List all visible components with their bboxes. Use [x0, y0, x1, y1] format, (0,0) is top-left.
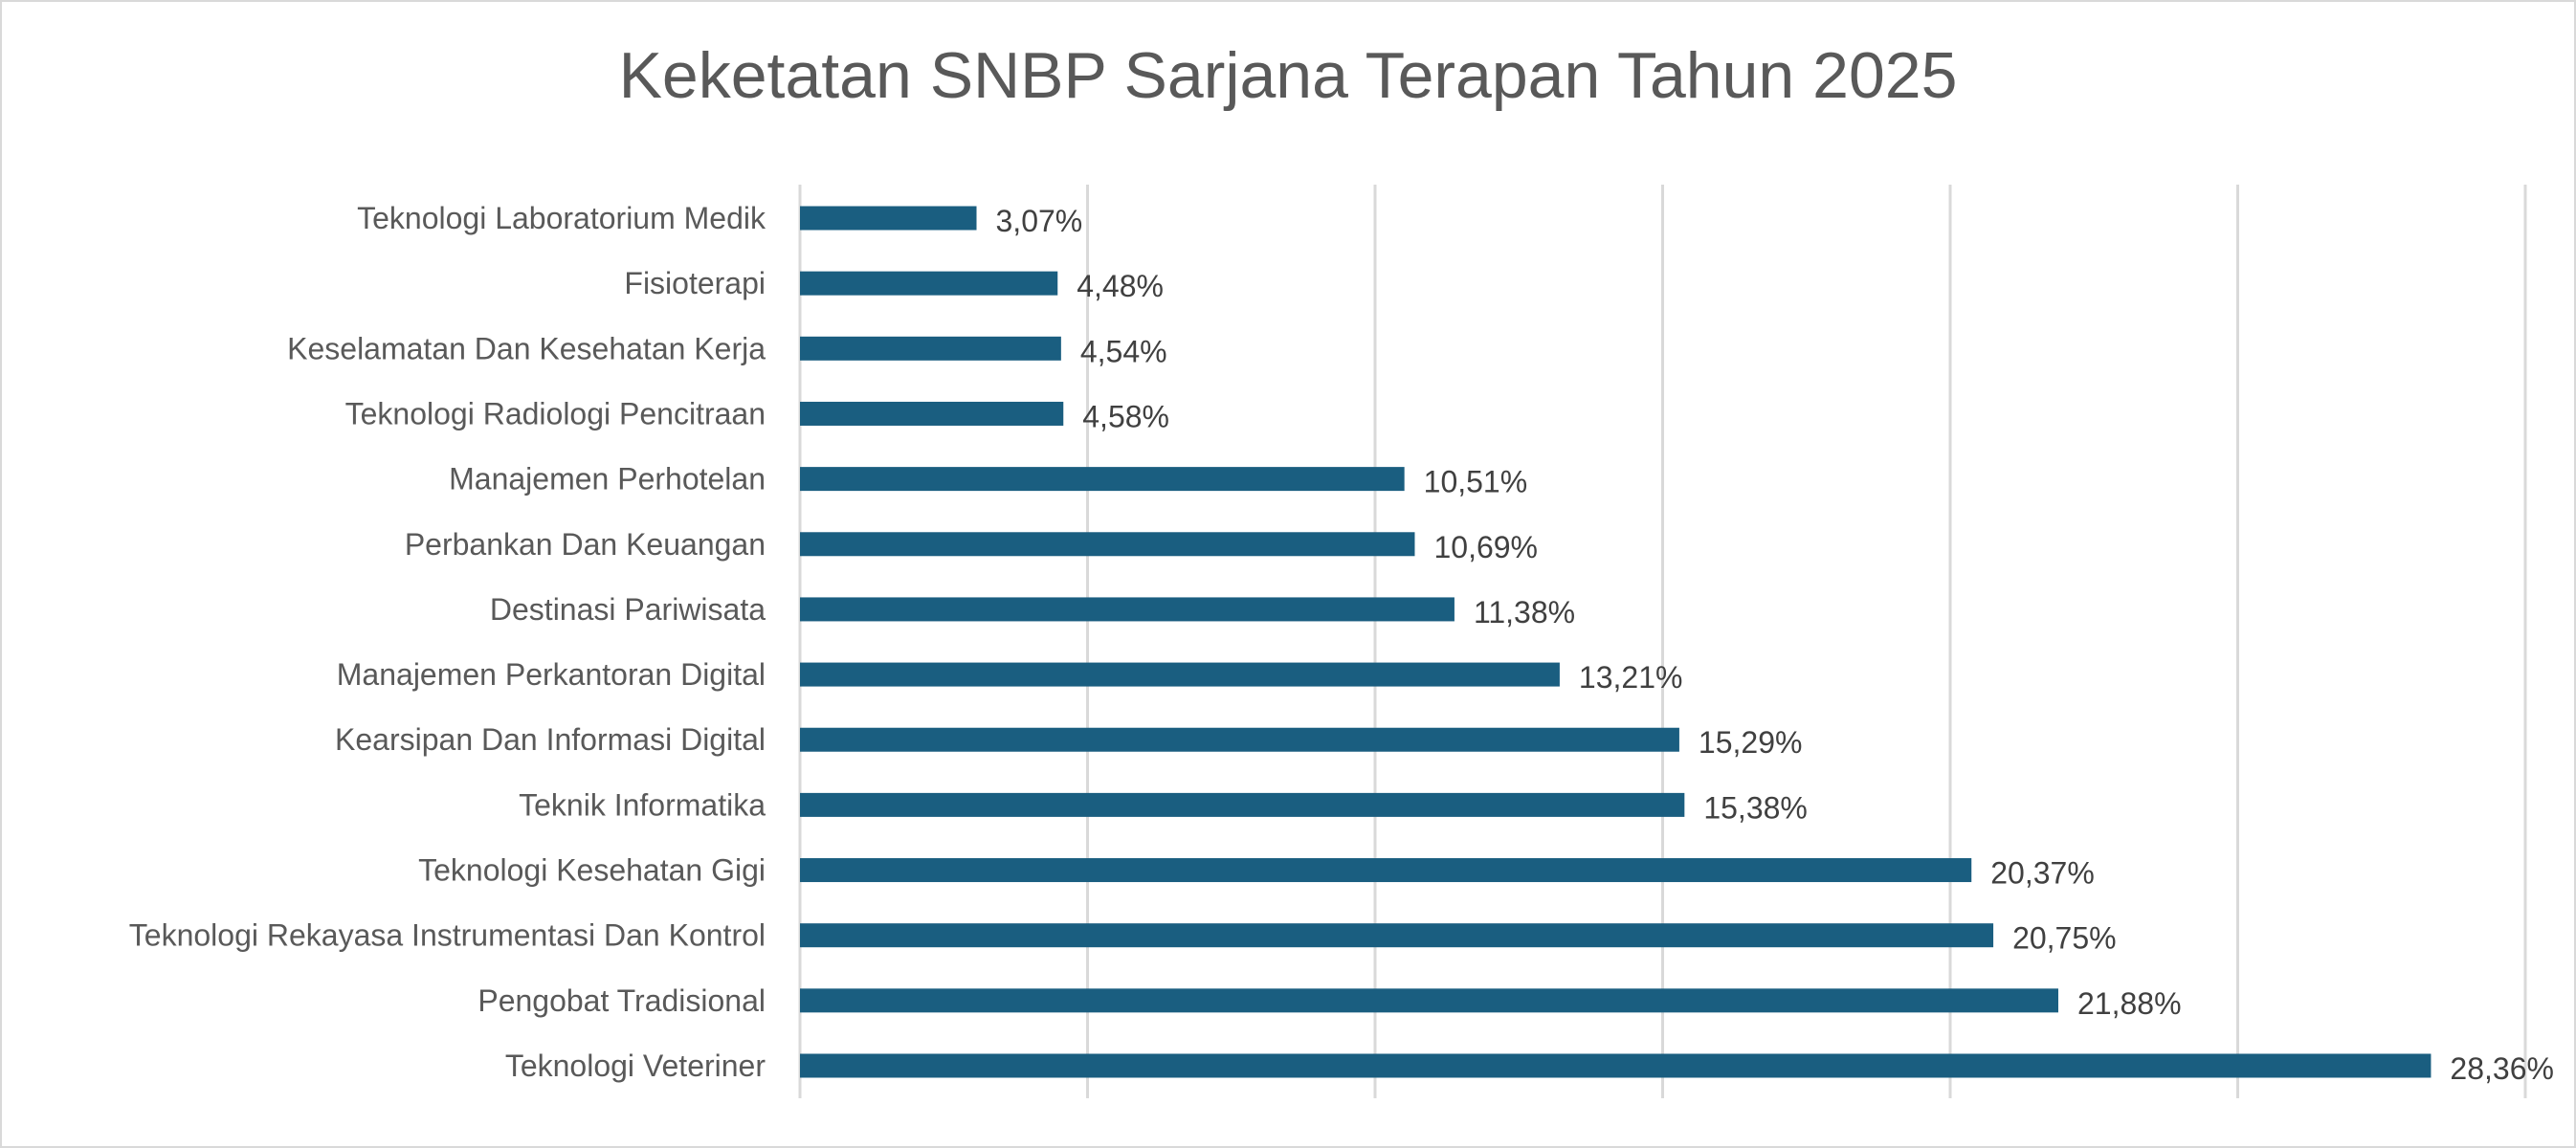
category-label: Keselamatan Dan Kesehatan Kerja [287, 331, 766, 365]
category-label: Teknologi Radiologi Pencitraan [345, 396, 766, 430]
bar-13 [800, 1053, 2432, 1078]
data-label: 21,88% [2077, 986, 2182, 1021]
bar-9 [800, 792, 1685, 817]
data-label: 11,38% [1474, 595, 1575, 629]
category-label: Teknologi Kesehatan Gigi [418, 853, 766, 888]
bar-5 [800, 532, 1415, 557]
bar-0 [800, 206, 977, 231]
bar-8 [800, 727, 1679, 752]
category-label: Teknik Informatika [519, 787, 766, 822]
data-label: 13,21% [1579, 660, 1683, 695]
bar-3 [800, 401, 1064, 426]
data-label: 15,38% [1703, 790, 1808, 825]
data-label: 4,58% [1082, 399, 1169, 433]
category-label: Teknologi Laboratorium Medik [357, 201, 766, 235]
data-label: 10,69% [1433, 530, 1538, 564]
bar-10 [800, 858, 1972, 883]
data-label: 4,54% [1080, 334, 1167, 368]
bar-12 [800, 988, 2058, 1013]
data-label: 10,51% [1424, 465, 1528, 499]
bar-7 [800, 662, 1560, 687]
bar-2 [800, 336, 1061, 361]
data-label: 3,07% [996, 204, 1083, 238]
category-label: Pengobat Tradisional [477, 983, 766, 1018]
data-label: 28,36% [2450, 1051, 2554, 1086]
bar-1 [800, 271, 1058, 296]
bar-6 [800, 597, 1455, 622]
data-label: 15,29% [1699, 725, 1803, 760]
category-label: Teknologi Veteriner [505, 1049, 766, 1083]
category-label: Perbankan Dan Keuangan [405, 527, 766, 562]
category-label: Manajemen Perhotelan [449, 462, 766, 497]
bar-4 [800, 467, 1405, 492]
category-label: Destinasi Pariwisata [490, 592, 766, 627]
bar-11 [800, 923, 1994, 948]
category-label: Teknologi Rekayasa Instrumentasi Dan Kon… [129, 918, 766, 953]
category-label: Kearsipan Dan Informasi Digital [335, 722, 766, 757]
data-label: 4,48% [1077, 269, 1164, 303]
data-label: 20,37% [1990, 856, 2095, 891]
data-label: 20,75% [2012, 921, 2117, 956]
chart-title: Keketatan SNBP Sarjana Terapan Tahun 202… [618, 39, 1958, 112]
category-label: Fisioterapi [624, 266, 766, 300]
category-label: Manajemen Perkantoran Digital [337, 657, 766, 692]
